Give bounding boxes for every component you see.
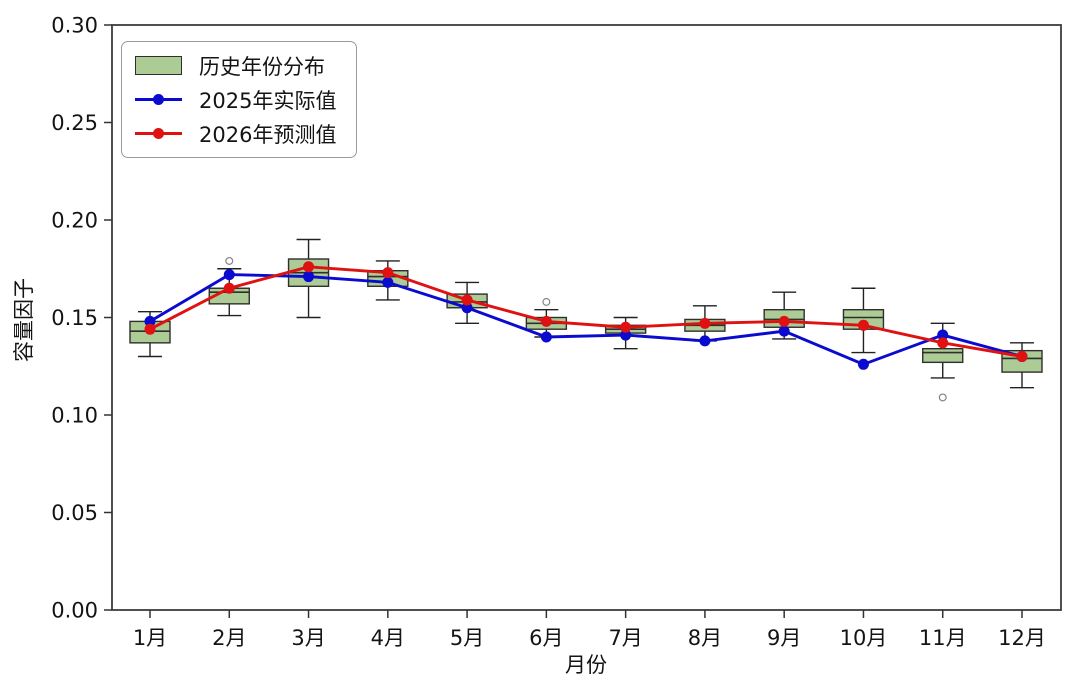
x-tick-label: 4月 bbox=[371, 626, 405, 650]
x-tick-label: 3月 bbox=[291, 626, 325, 650]
series-2026-point bbox=[1016, 351, 1028, 362]
series-2025-point bbox=[699, 335, 711, 347]
series-2026-point bbox=[857, 319, 869, 331]
legend-item-2026-forecast: 2026年预测值 bbox=[135, 119, 336, 148]
y-tick-label: 0.10 bbox=[51, 404, 98, 428]
legend-label-history-distribution: 历史年份分布 bbox=[199, 54, 325, 79]
x-tick-label: 10月 bbox=[840, 626, 888, 650]
y-tick-label: 0.15 bbox=[51, 306, 98, 330]
line-2025-dot bbox=[153, 94, 164, 105]
x-tick-label: 2月 bbox=[212, 626, 246, 650]
line-2026-marker-icon bbox=[135, 124, 182, 143]
y-tick-label: 0.30 bbox=[51, 14, 98, 38]
x-tick-label: 1月 bbox=[133, 626, 167, 650]
legend-label-2025-actual: 2025年实际值 bbox=[199, 88, 337, 113]
series-2025-point bbox=[937, 329, 949, 341]
series-2026-point bbox=[223, 282, 235, 294]
x-tick-label: 9月 bbox=[767, 626, 801, 650]
series-2025-point bbox=[778, 325, 790, 337]
series-2026-point bbox=[303, 261, 315, 273]
y-tick-label: 0.25 bbox=[51, 111, 98, 135]
series-2025-point bbox=[303, 271, 315, 283]
series-2026-point bbox=[461, 294, 473, 306]
legend-item-2025-actual: 2025年实际值 bbox=[135, 85, 336, 114]
x-axis-label: 月份 bbox=[565, 653, 607, 677]
y-tick-label: 0.20 bbox=[51, 209, 98, 233]
series-2026-point bbox=[699, 317, 711, 329]
legend: 历史年份分布 2025年实际值 2026年预测值 bbox=[121, 41, 358, 158]
history-distribution-patch-icon bbox=[135, 56, 182, 75]
y-tick-label: 0.05 bbox=[51, 501, 98, 525]
line-2026-dot bbox=[153, 128, 164, 139]
series-2025-line bbox=[149, 273, 1023, 366]
series-2025-point bbox=[857, 358, 869, 370]
series-2025-point bbox=[382, 276, 394, 288]
series-2026-line bbox=[149, 265, 1023, 358]
line-2025-marker-icon bbox=[135, 90, 182, 109]
x-tick-label: 7月 bbox=[608, 626, 642, 650]
series-2026-point bbox=[620, 321, 632, 333]
legend-label-2026-forecast: 2026年预测值 bbox=[199, 122, 337, 147]
x-tick-label: 5月 bbox=[450, 626, 484, 650]
series-2026-point bbox=[937, 337, 949, 349]
outlier-point bbox=[542, 297, 551, 306]
series-2026-point bbox=[144, 323, 156, 335]
legend-item-history-distribution: 历史年份分布 bbox=[135, 51, 336, 80]
series-2026-point bbox=[778, 315, 790, 327]
outlier-point bbox=[225, 256, 234, 265]
series-2025-point bbox=[223, 269, 235, 281]
x-tick-label: 11月 bbox=[919, 626, 967, 650]
series-2025-point bbox=[461, 302, 473, 314]
series-2025-point bbox=[620, 329, 632, 341]
y-axis-label: 容量因子 bbox=[12, 278, 36, 362]
outlier-point bbox=[938, 393, 947, 402]
box bbox=[922, 348, 964, 364]
series-2026-point bbox=[540, 315, 552, 327]
series-2026-point bbox=[382, 267, 394, 279]
series-2025-point bbox=[144, 315, 156, 327]
y-tick-label: 0.00 bbox=[51, 599, 98, 623]
x-tick-label: 6月 bbox=[529, 626, 563, 650]
x-tick-label: 12月 bbox=[998, 626, 1046, 650]
series-2025-point bbox=[540, 331, 552, 343]
x-tick-label: 8月 bbox=[688, 626, 722, 650]
